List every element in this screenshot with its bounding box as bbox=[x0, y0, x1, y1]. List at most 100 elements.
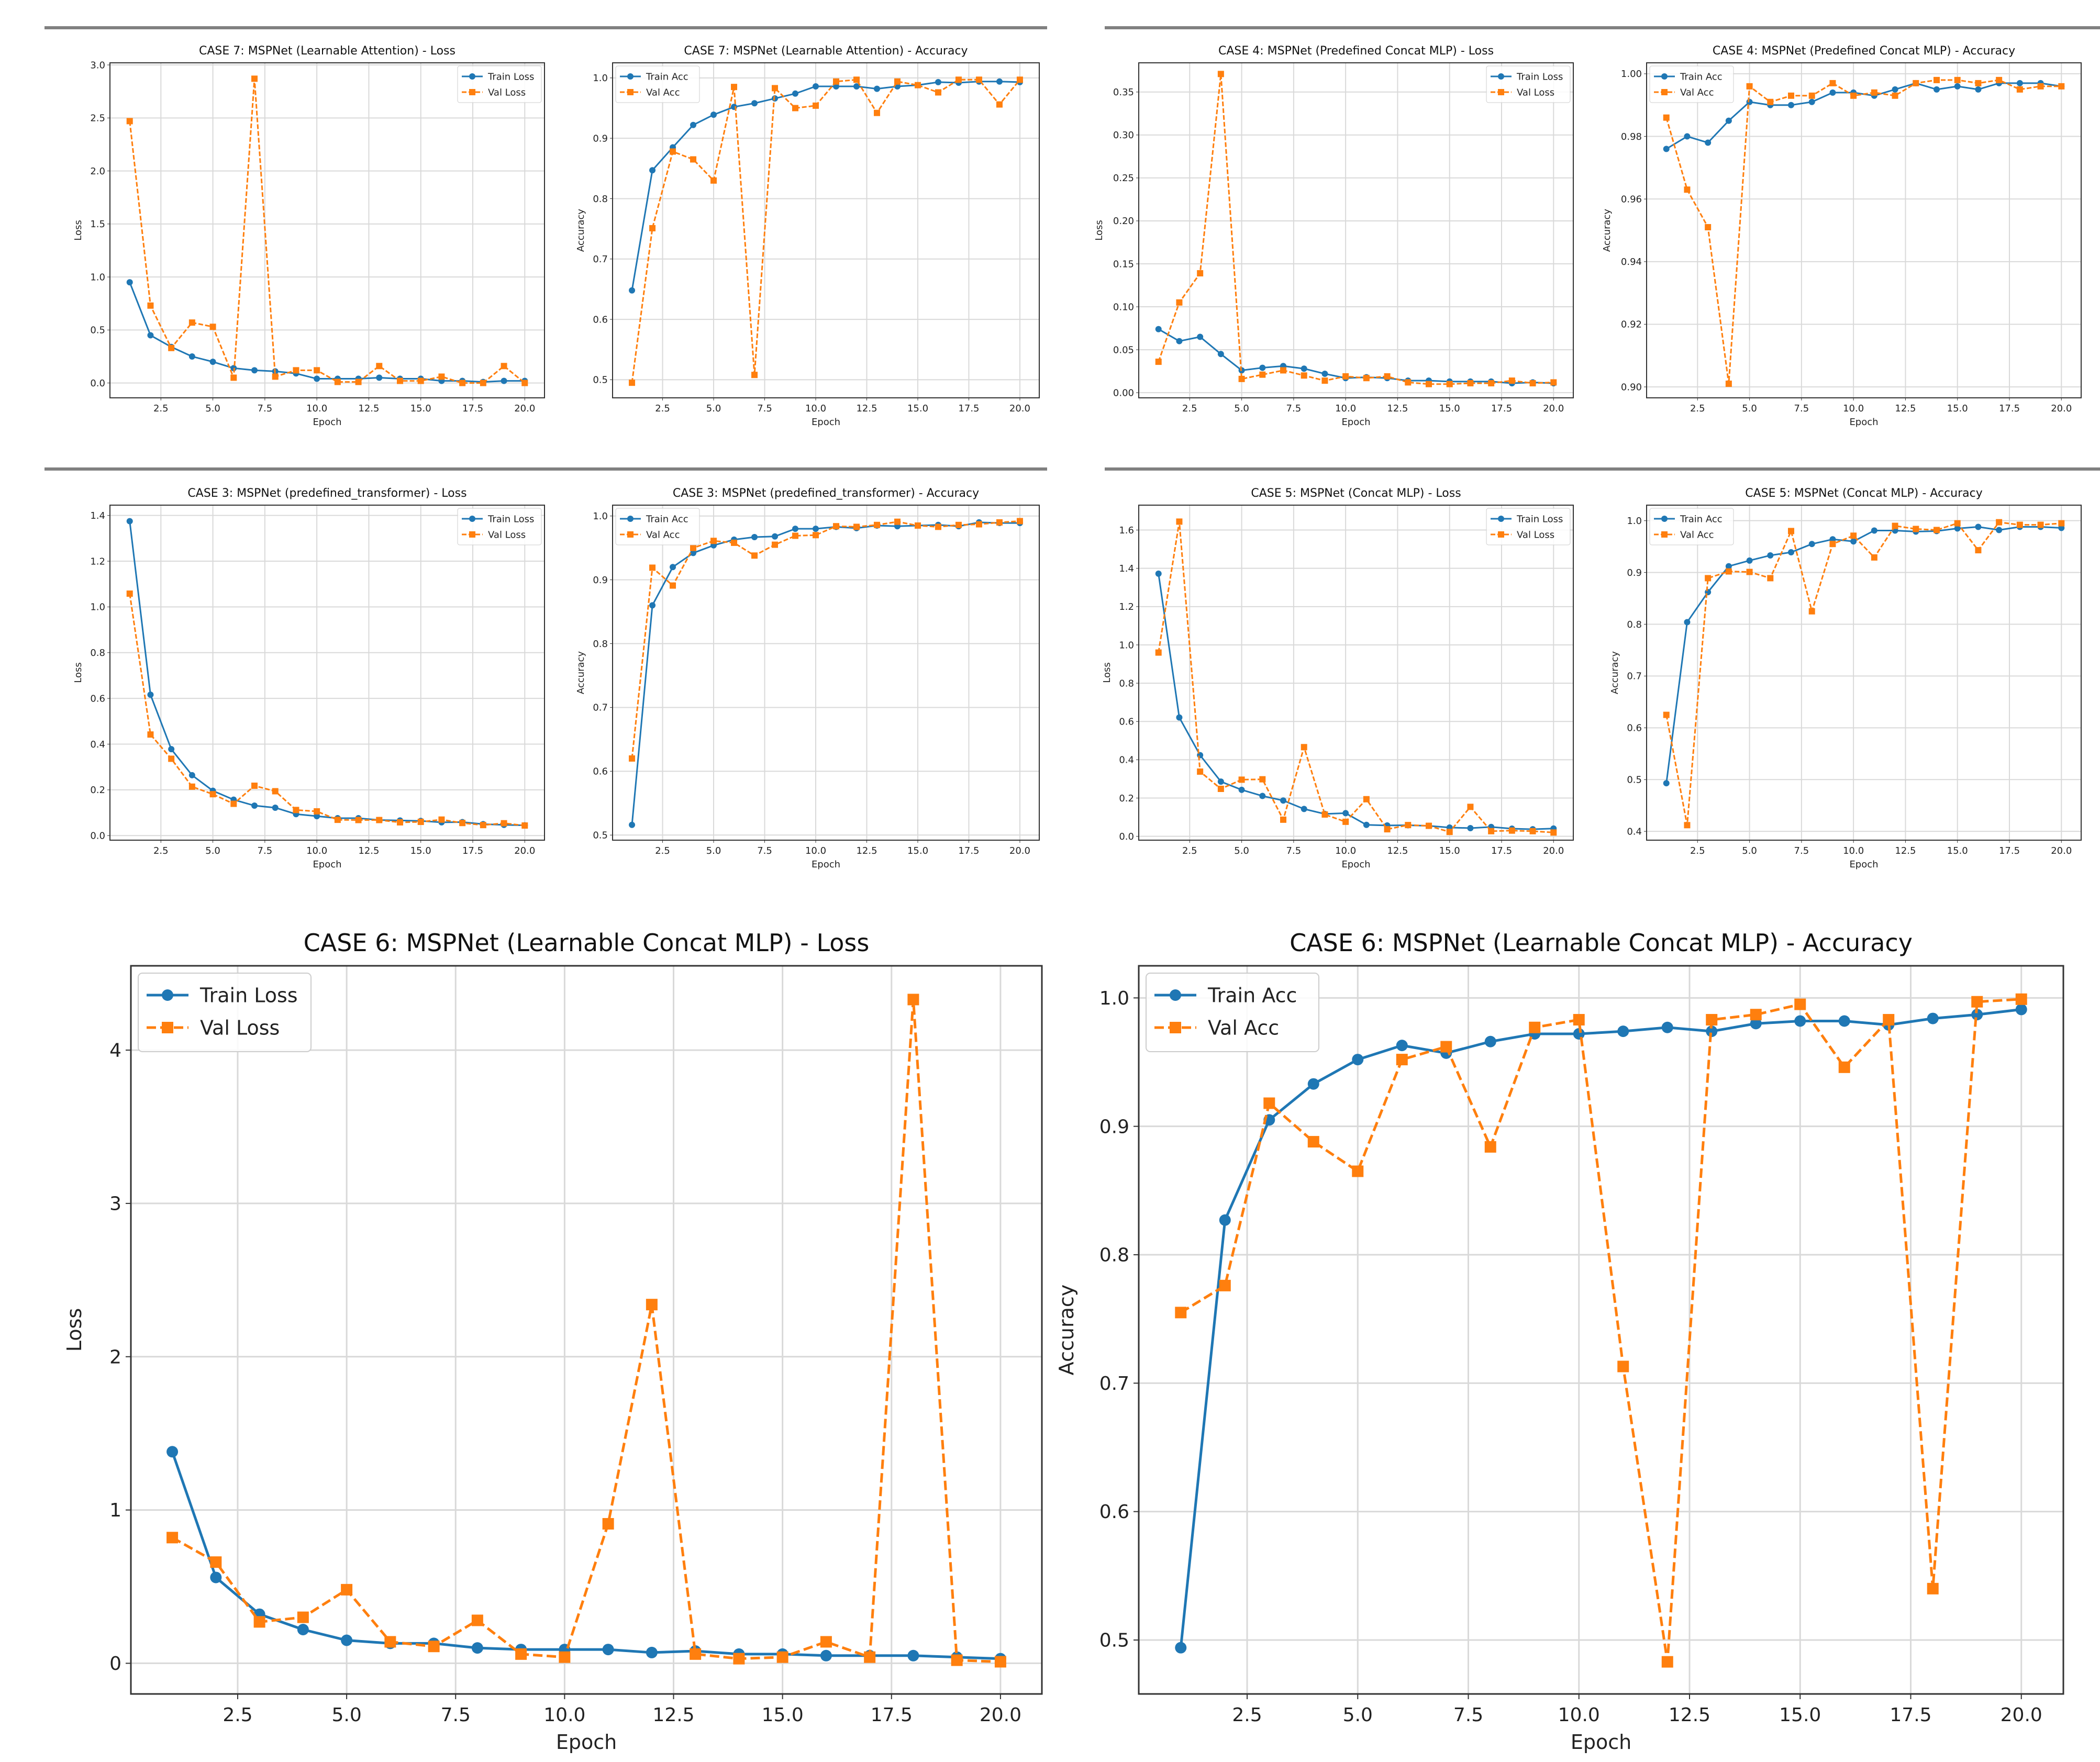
x-axis-label: Epoch bbox=[812, 859, 840, 870]
y-tick-label: 1.6 bbox=[1119, 525, 1134, 536]
train-point-marker bbox=[1617, 1025, 1629, 1038]
train-point-marker bbox=[602, 1644, 614, 1656]
train-point-marker bbox=[1663, 780, 1670, 787]
val-point-marker bbox=[480, 822, 486, 829]
y-axis-label: Loss bbox=[63, 1308, 86, 1352]
train-point-marker bbox=[629, 821, 636, 828]
val-series-line bbox=[631, 79, 1021, 383]
legend-val-marker-icon bbox=[162, 1022, 173, 1033]
x-tick-label: 20.0 bbox=[514, 403, 535, 414]
plot-frame bbox=[1138, 505, 1574, 841]
x-tick-label: 2.5 bbox=[1232, 1704, 1262, 1726]
chart-title: CASE 3: MSPNet (predefined_transformer) … bbox=[187, 487, 466, 500]
val-point-marker bbox=[428, 1641, 440, 1653]
x-tick-label: 15.0 bbox=[907, 845, 928, 856]
val-point-marker bbox=[1259, 371, 1266, 378]
val-point-marker bbox=[1425, 822, 1432, 829]
val-point-marker bbox=[1661, 1656, 1673, 1668]
x-tick-label: 5.0 bbox=[1742, 403, 1757, 414]
train-point-marker bbox=[1746, 557, 1753, 564]
legend-val-marker-icon bbox=[627, 89, 634, 95]
val-point-marker bbox=[914, 522, 921, 529]
val-point-marker bbox=[733, 1653, 745, 1665]
train-point-marker bbox=[376, 374, 383, 381]
val-point-marker bbox=[1850, 532, 1857, 539]
train-point-marker bbox=[272, 804, 279, 811]
y-tick-label: 0.6 bbox=[593, 766, 608, 777]
chart-case5-loss: CASE 5: MSPNet (Concat MLP) - Loss 2.5 5.0… bbox=[1068, 474, 1581, 893]
val-point-marker bbox=[1788, 92, 1795, 99]
val-series-line bbox=[1158, 520, 1554, 833]
val-point-marker bbox=[690, 1648, 702, 1660]
val-point-marker bbox=[376, 363, 383, 370]
val-point-marker bbox=[690, 544, 697, 551]
legend-val-marker-icon bbox=[1498, 531, 1504, 538]
val-point-marker bbox=[649, 564, 656, 571]
train-point-marker bbox=[935, 79, 941, 85]
val-point-marker bbox=[1446, 829, 1453, 835]
val-point-marker bbox=[471, 1614, 483, 1626]
x-tick-label: 12.5 bbox=[1387, 403, 1408, 414]
train-point-marker bbox=[996, 78, 1003, 85]
train-point-marker bbox=[832, 83, 839, 90]
y-tick-label: 0.7 bbox=[1627, 671, 1642, 682]
y-tick-label: 1 bbox=[109, 1500, 121, 1521]
y-tick-label: 1.4 bbox=[90, 510, 105, 521]
legend-label: Train Acc bbox=[646, 514, 688, 525]
val-point-marker bbox=[1663, 114, 1670, 121]
legend: Train Acc Val Acc bbox=[615, 508, 700, 545]
val-point-marker bbox=[1933, 527, 1940, 533]
train-point-marker bbox=[2015, 1003, 2027, 1016]
val-point-marker bbox=[1155, 359, 1162, 365]
legend-train-marker-icon bbox=[1498, 73, 1504, 80]
plot-frame bbox=[109, 505, 545, 841]
val-point-marker bbox=[1217, 71, 1224, 77]
train-point-marker bbox=[820, 1649, 832, 1661]
train-point-marker bbox=[1705, 139, 1712, 146]
y-tick-label: 0.8 bbox=[1627, 619, 1642, 630]
val-point-marker bbox=[1996, 76, 2003, 83]
train-point-marker bbox=[1725, 117, 1732, 124]
val-point-marker bbox=[334, 817, 341, 823]
val-point-marker bbox=[293, 807, 299, 813]
x-tick-label: 2.5 bbox=[1690, 403, 1705, 414]
y-tick-label: 0.90 bbox=[1621, 382, 1642, 393]
val-series-line bbox=[631, 520, 1020, 759]
val-point-marker bbox=[853, 523, 860, 530]
val-point-marker bbox=[1321, 377, 1328, 384]
train-point-marker bbox=[772, 533, 779, 540]
x-tick-label: 2.5 bbox=[1182, 845, 1197, 856]
val-point-marker bbox=[230, 374, 237, 381]
val-point-marker bbox=[792, 105, 799, 111]
legend-train-marker-icon bbox=[1170, 989, 1181, 1001]
y-tick-label: 1.2 bbox=[90, 556, 105, 567]
y-tick-label: 0.6 bbox=[1119, 717, 1134, 728]
y-tick-label: 0.7 bbox=[593, 254, 608, 265]
x-tick-label: 10.0 bbox=[805, 403, 826, 414]
val-point-marker bbox=[864, 1651, 876, 1663]
x-tick-label: 12.5 bbox=[358, 403, 379, 414]
x-tick-label: 15.0 bbox=[907, 403, 928, 414]
val-point-marker bbox=[1301, 744, 1307, 751]
val-point-marker bbox=[646, 1299, 658, 1311]
y-tick-label: 0.5 bbox=[90, 325, 105, 336]
train-point-marker bbox=[168, 746, 175, 753]
val-point-marker bbox=[376, 817, 383, 823]
val-point-marker bbox=[1405, 379, 1412, 386]
train-point-marker bbox=[649, 167, 656, 174]
val-point-marker bbox=[731, 539, 738, 546]
chart-svg: CASE 4: MSPNet (Predefined Concat MLP) -… bbox=[1602, 44, 2082, 428]
legend-train-marker-icon bbox=[1661, 516, 1668, 522]
val-point-marker bbox=[1971, 996, 1983, 1008]
chart-case7-loss: CASE 7: MSPNet (Learnable Attention) - L… bbox=[0, 31, 552, 450]
x-tick-label: 12.5 bbox=[652, 1704, 694, 1726]
y-tick-label: 2.0 bbox=[90, 166, 105, 177]
train-series-line bbox=[1179, 1008, 2022, 1648]
train-point-marker bbox=[1927, 1012, 1939, 1024]
val-point-marker bbox=[501, 363, 507, 370]
legend-label: Train Acc bbox=[1207, 984, 1297, 1007]
legend-val-marker-icon bbox=[469, 531, 475, 538]
y-tick-label: 0.96 bbox=[1621, 194, 1642, 205]
val-point-marker bbox=[459, 820, 466, 827]
x-tick-label: 17.5 bbox=[1999, 403, 2020, 414]
